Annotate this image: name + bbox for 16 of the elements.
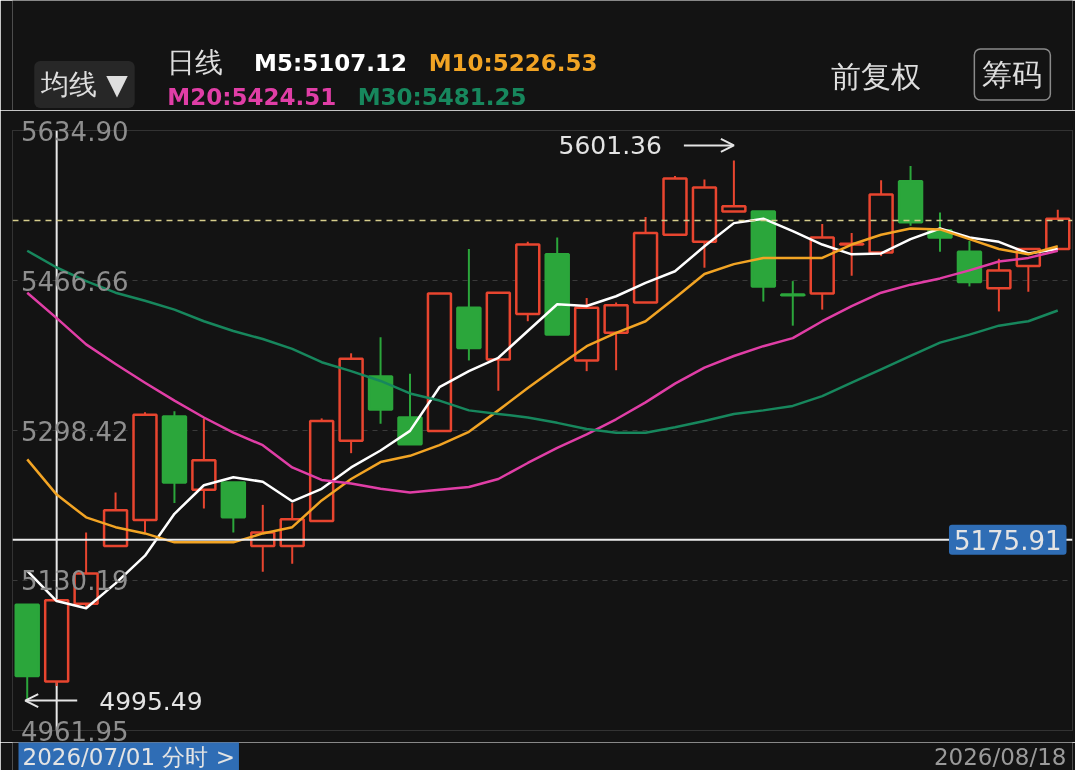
candlestick — [780, 280, 806, 327]
text: 前复权 — [830, 59, 921, 94]
chart-title: 日线 — [167, 46, 224, 79]
candlestick — [986, 257, 1012, 313]
annotation: 5601.36 — [558, 131, 662, 161]
candlestick — [721, 159, 747, 213]
annotation: 5175.91 — [953, 525, 1062, 556]
text: 筹码 — [982, 57, 1043, 92]
text: 均线 ▼ — [40, 68, 129, 101]
text: 2026/08/18 — [933, 743, 1067, 770]
y-tick-label: 5634.90 — [20, 116, 129, 147]
text: M20:5424.51 — [167, 83, 337, 110]
annotation: 4995.49 — [99, 686, 203, 716]
text: M5:5107.12 — [254, 49, 407, 76]
text: M10:5226.53 — [428, 49, 598, 76]
text: M30:5481.25 — [357, 83, 527, 110]
